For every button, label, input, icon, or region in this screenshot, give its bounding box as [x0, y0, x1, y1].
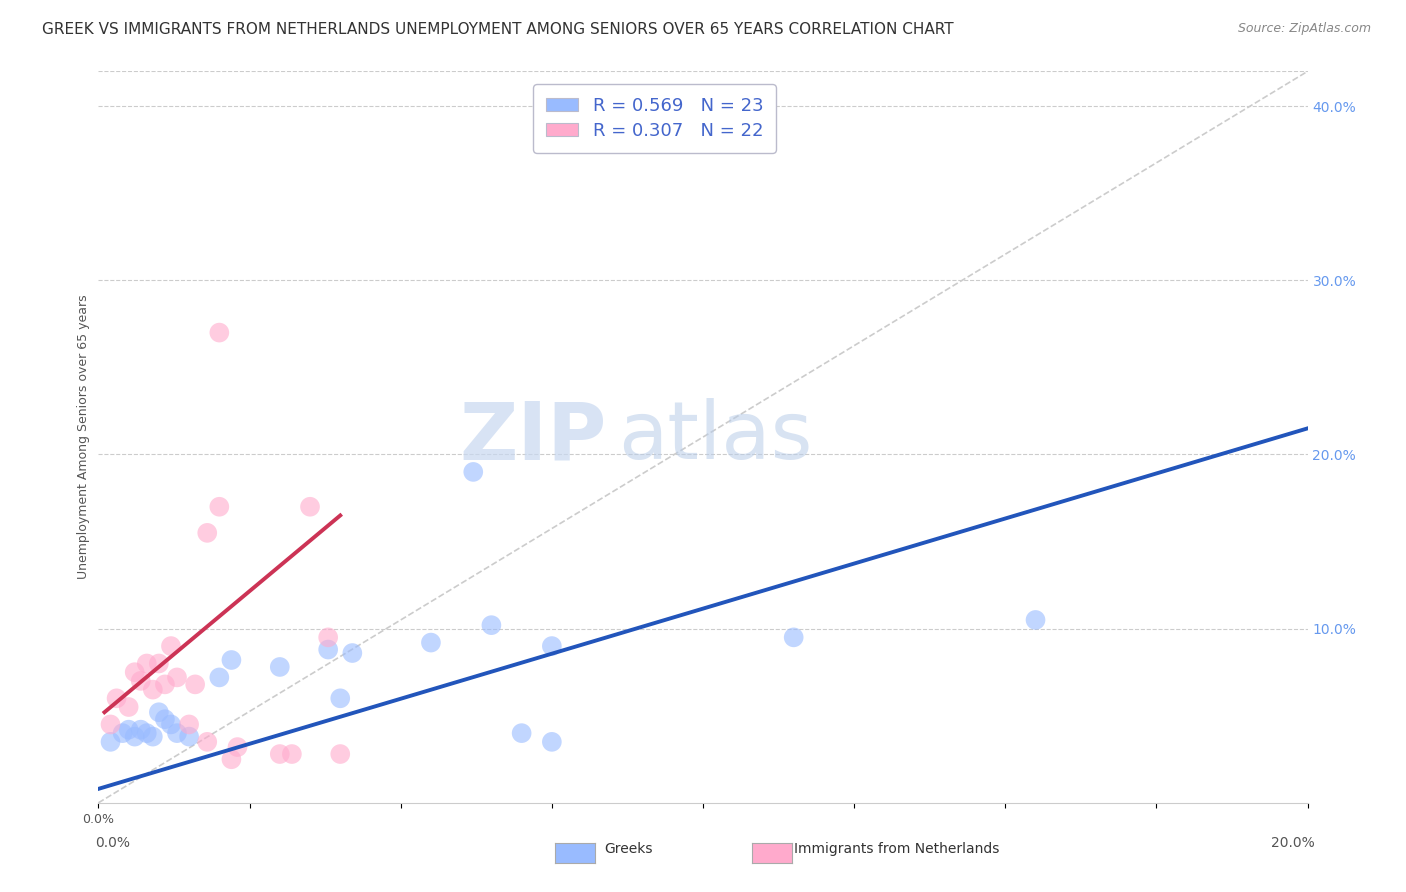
- Point: [160, 639, 183, 653]
- Point: [540, 735, 562, 749]
- Point: [783, 631, 806, 645]
- Text: 0.0%: 0.0%: [96, 836, 131, 850]
- Text: atlas: atlas: [619, 398, 813, 476]
- Point: [342, 646, 364, 660]
- Text: Immigrants from Netherlands: Immigrants from Netherlands: [794, 842, 1000, 856]
- Point: [118, 723, 141, 737]
- Point: [463, 465, 485, 479]
- Point: [281, 747, 304, 761]
- Point: [166, 726, 188, 740]
- Point: [329, 691, 352, 706]
- Point: [269, 747, 291, 761]
- Point: [481, 618, 503, 632]
- Point: [135, 657, 157, 671]
- Point: [166, 670, 188, 684]
- Point: [148, 657, 170, 671]
- Text: Source: ZipAtlas.com: Source: ZipAtlas.com: [1237, 22, 1371, 36]
- Point: [142, 730, 165, 744]
- Point: [124, 730, 146, 744]
- Point: [1024, 613, 1046, 627]
- Point: [221, 653, 243, 667]
- Point: [208, 670, 231, 684]
- Text: Greeks: Greeks: [605, 842, 652, 856]
- Point: [100, 717, 122, 731]
- Text: 20.0%: 20.0%: [1271, 836, 1315, 850]
- Point: [148, 705, 170, 719]
- Point: [100, 735, 122, 749]
- Point: [111, 726, 134, 740]
- Point: [221, 752, 243, 766]
- Point: [329, 747, 352, 761]
- Point: [153, 677, 176, 691]
- Point: [129, 673, 152, 688]
- Point: [135, 726, 157, 740]
- Point: [316, 631, 339, 645]
- Point: [179, 717, 201, 731]
- Point: [420, 635, 443, 649]
- Point: [153, 712, 176, 726]
- Point: [299, 500, 322, 514]
- Point: [160, 717, 183, 731]
- Y-axis label: Unemployment Among Seniors over 65 years: Unemployment Among Seniors over 65 years: [77, 294, 90, 580]
- Point: [316, 642, 339, 657]
- Point: [184, 677, 207, 691]
- Point: [510, 726, 533, 740]
- Point: [208, 500, 231, 514]
- Point: [142, 682, 165, 697]
- Point: [105, 691, 128, 706]
- Point: [118, 700, 141, 714]
- Point: [124, 665, 146, 680]
- Point: [195, 735, 218, 749]
- Text: ZIP: ZIP: [458, 398, 606, 476]
- Point: [129, 723, 152, 737]
- Point: [269, 660, 291, 674]
- Point: [540, 639, 562, 653]
- Point: [208, 326, 231, 340]
- Point: [179, 730, 201, 744]
- Point: [226, 740, 249, 755]
- Text: GREEK VS IMMIGRANTS FROM NETHERLANDS UNEMPLOYMENT AMONG SENIORS OVER 65 YEARS CO: GREEK VS IMMIGRANTS FROM NETHERLANDS UNE…: [42, 22, 953, 37]
- Point: [195, 525, 218, 540]
- Legend: R = 0.569   N = 23, R = 0.307   N = 22: R = 0.569 N = 23, R = 0.307 N = 22: [533, 84, 776, 153]
